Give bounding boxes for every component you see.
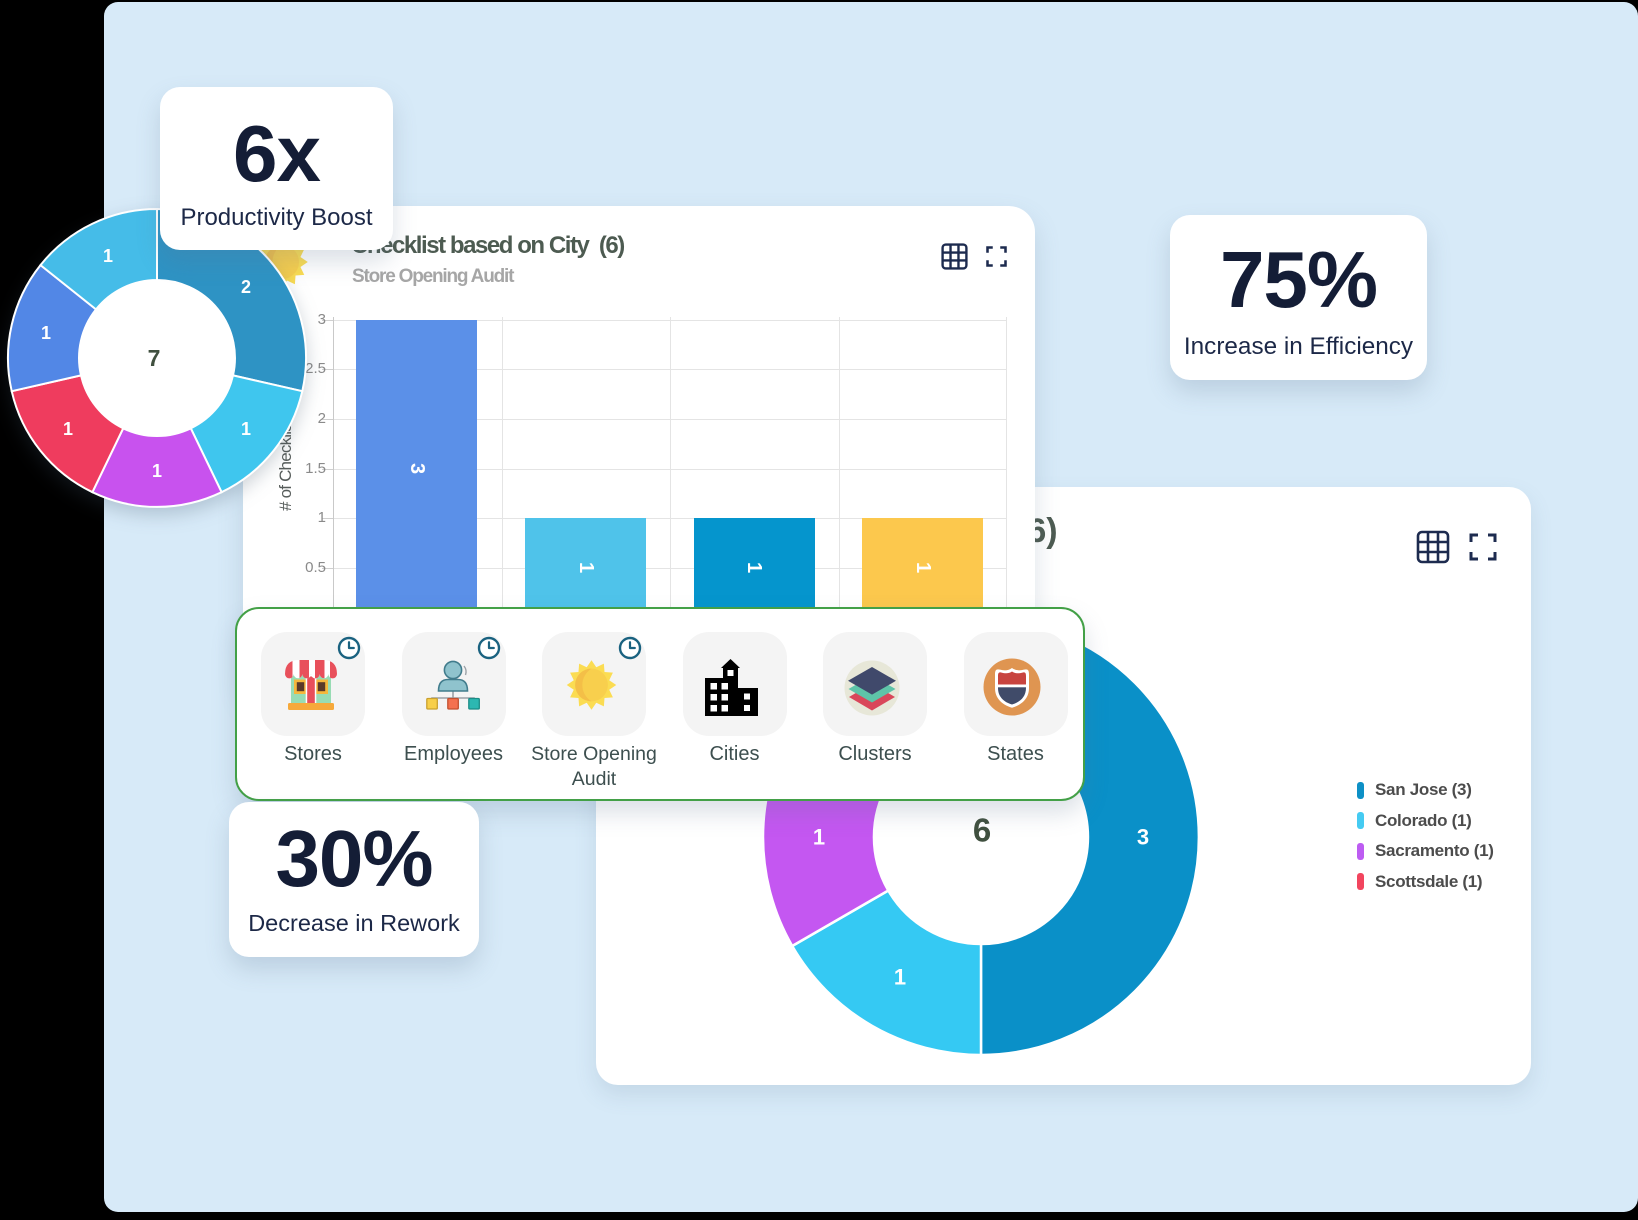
svg-text:7: 7 — [148, 345, 161, 371]
svg-text:1: 1 — [41, 323, 51, 343]
svg-text:1: 1 — [241, 419, 251, 439]
svg-text:1: 1 — [103, 246, 113, 266]
svg-text:3: 3 — [1137, 825, 1149, 850]
svg-text:1: 1 — [813, 825, 825, 850]
svg-text:1: 1 — [63, 419, 73, 439]
svg-text:1: 1 — [152, 461, 162, 481]
svg-text:1: 1 — [894, 965, 906, 990]
svg-text:6: 6 — [973, 812, 991, 849]
svg-text:2: 2 — [241, 277, 251, 297]
